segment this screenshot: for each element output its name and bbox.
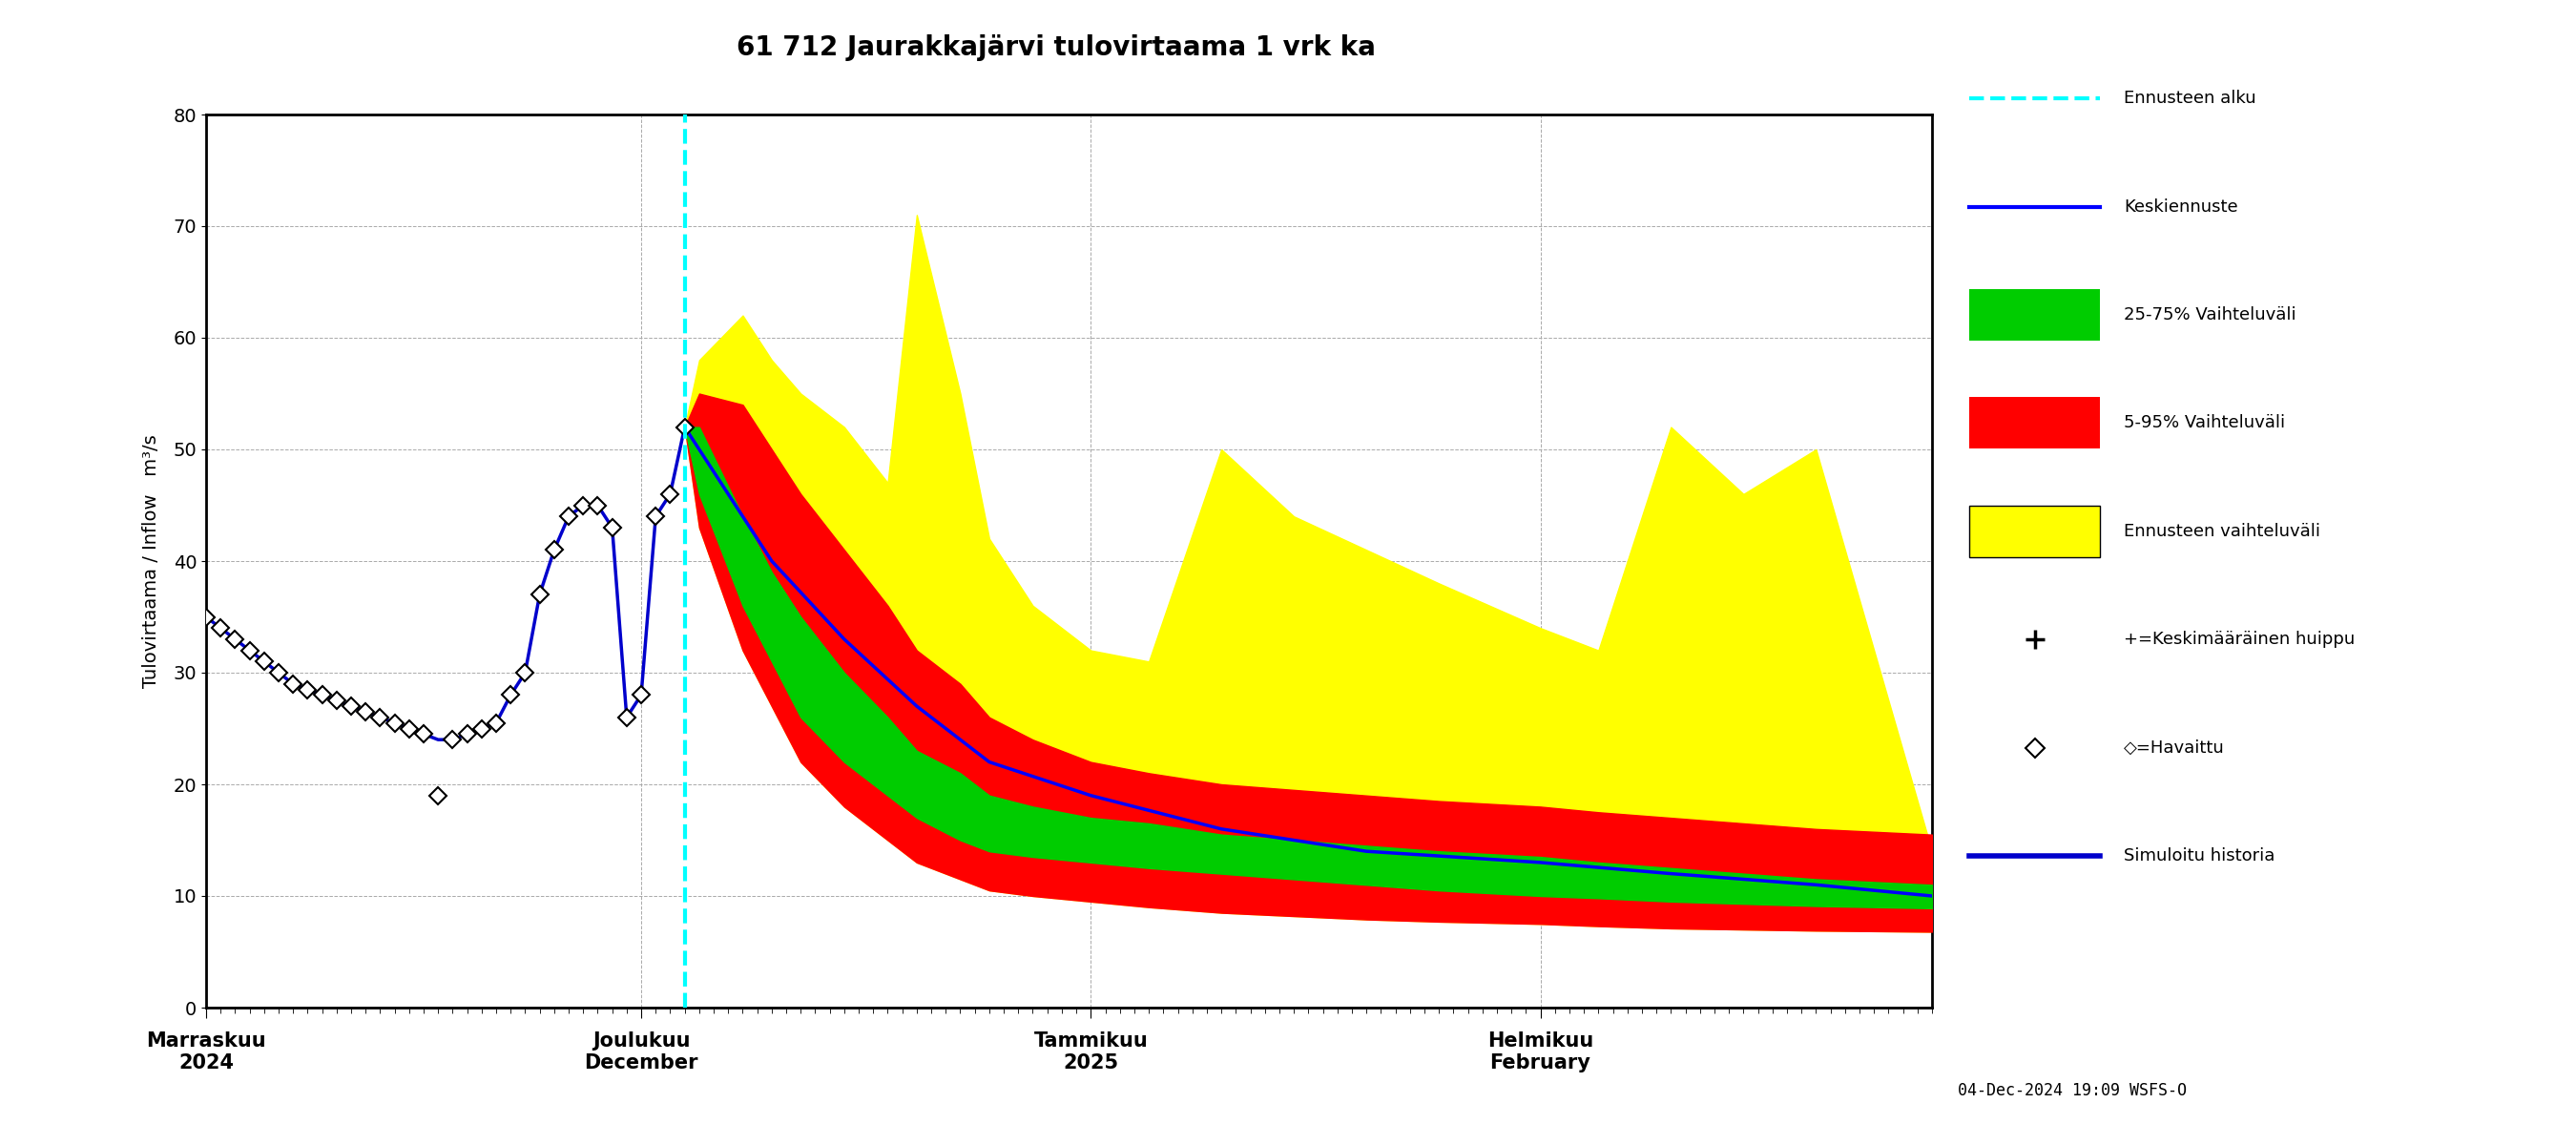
Text: Keskiennuste: Keskiennuste bbox=[2123, 198, 2239, 215]
Text: ◇=Havaittu: ◇=Havaittu bbox=[2123, 740, 2226, 756]
Text: +=Keskimääräinen huippu: +=Keskimääräinen huippu bbox=[2123, 631, 2354, 648]
Text: 04-Dec-2024 19:09 WSFS-O: 04-Dec-2024 19:09 WSFS-O bbox=[1958, 1082, 2187, 1099]
FancyBboxPatch shape bbox=[1971, 397, 2099, 449]
Text: Ennusteen vaihteluväli: Ennusteen vaihteluväli bbox=[2123, 522, 2321, 539]
FancyBboxPatch shape bbox=[1971, 505, 2099, 556]
FancyBboxPatch shape bbox=[1971, 289, 2099, 341]
Text: 5-95% Vaihteluväli: 5-95% Vaihteluväli bbox=[2123, 414, 2285, 432]
Text: 61 712 Jaurakkajärvi tulovirtaama 1 vrk ka: 61 712 Jaurakkajärvi tulovirtaama 1 vrk … bbox=[737, 34, 1376, 61]
Text: Simuloitu historia: Simuloitu historia bbox=[2123, 847, 2275, 864]
Y-axis label: Tulovirtaama / Inflow   m³/s: Tulovirtaama / Inflow m³/s bbox=[142, 434, 160, 688]
Text: Ennusteen alku: Ennusteen alku bbox=[2123, 90, 2257, 108]
Text: 25-75% Vaihteluväli: 25-75% Vaihteluväli bbox=[2123, 306, 2295, 323]
